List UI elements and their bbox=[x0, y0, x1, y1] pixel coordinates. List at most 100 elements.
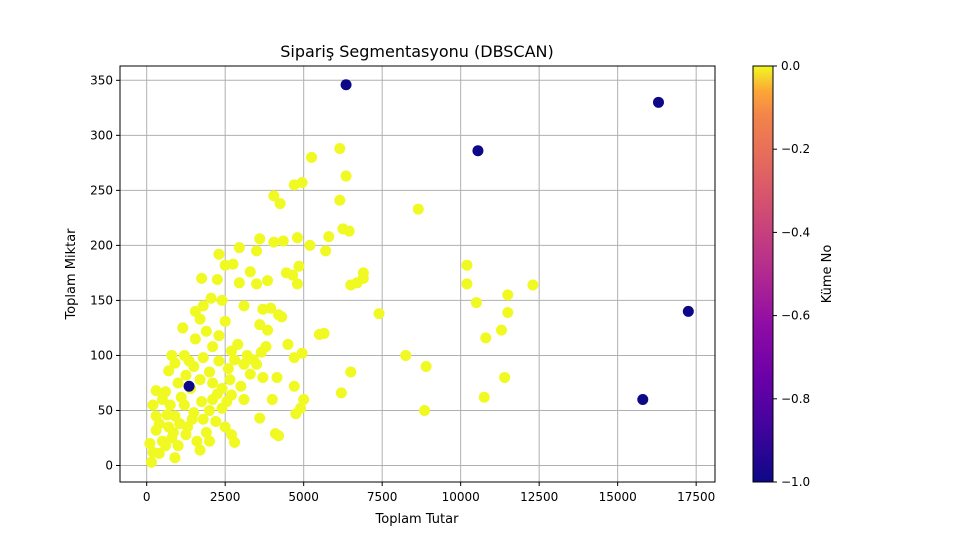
cluster-0-point bbox=[262, 275, 274, 287]
cluster-0-point bbox=[274, 198, 286, 210]
cluster-0-point bbox=[197, 352, 209, 364]
cluster-0-point bbox=[502, 289, 514, 301]
cluster-0-point bbox=[320, 245, 332, 257]
cluster-0-point bbox=[211, 388, 223, 400]
cluster-0-point bbox=[221, 396, 233, 408]
cluster-0-point bbox=[147, 399, 159, 411]
cluster-0-point bbox=[194, 313, 206, 325]
cluster-0-point bbox=[318, 327, 330, 339]
cluster-0-point bbox=[334, 143, 346, 155]
cluster-0-point bbox=[268, 236, 280, 248]
cluster-0-point bbox=[254, 412, 266, 424]
cluster-0-point bbox=[156, 393, 168, 405]
cluster-0-point bbox=[268, 190, 280, 202]
cluster-0-point bbox=[412, 203, 424, 215]
cluster-0-point bbox=[244, 266, 256, 278]
cluster-0-point bbox=[271, 371, 283, 383]
cluster-0-point bbox=[527, 279, 539, 291]
cluster-0-point bbox=[205, 292, 217, 304]
colorbar-label: Küme No bbox=[820, 245, 835, 304]
cluster-0-point bbox=[153, 418, 165, 430]
cluster-0-point bbox=[478, 391, 490, 403]
cluster-0-point bbox=[233, 277, 245, 289]
cluster-0-point bbox=[461, 278, 473, 290]
cluster-0-point bbox=[203, 435, 215, 447]
chart-title: Sipariş Segmentasyonu (DBSCAN) bbox=[280, 42, 554, 61]
cluster-0-point bbox=[295, 402, 307, 414]
cluster-0-point bbox=[229, 436, 241, 448]
cluster-0-point bbox=[334, 194, 346, 206]
cluster-0-point bbox=[191, 435, 203, 447]
cluster-0-point bbox=[461, 259, 473, 271]
data-points bbox=[144, 79, 694, 468]
cluster-0-point bbox=[189, 333, 201, 345]
cluster-0-point bbox=[251, 358, 263, 370]
cluster-0-point bbox=[340, 170, 352, 182]
cluster-0-point bbox=[323, 231, 335, 243]
cluster-0-point bbox=[262, 324, 274, 336]
y-tick-label: 0 bbox=[105, 458, 113, 472]
cluster-0-point bbox=[207, 377, 219, 389]
y-tick-label: 100 bbox=[90, 348, 113, 362]
cluster-0-point bbox=[169, 357, 181, 369]
cluster-0-point bbox=[160, 440, 172, 452]
cluster-0-point bbox=[233, 242, 245, 254]
cluster-0-point bbox=[211, 274, 223, 286]
colorbar-tick-label: −1.0 bbox=[781, 475, 810, 489]
cluster-0-point bbox=[203, 366, 215, 378]
colorbar-tick-label: −0.6 bbox=[781, 309, 810, 323]
cluster-0-point bbox=[238, 358, 250, 370]
cluster-0-point bbox=[150, 385, 162, 397]
cluster-0-point bbox=[288, 179, 300, 191]
cluster-0-point bbox=[293, 260, 305, 272]
cluster-0-point bbox=[298, 393, 310, 405]
cluster-0-point bbox=[144, 437, 156, 449]
cluster-0-point bbox=[499, 371, 511, 383]
cluster-0-point bbox=[291, 278, 303, 290]
cluster-0-point bbox=[180, 369, 192, 381]
cluster-0-point bbox=[238, 393, 250, 405]
x-tick-label: 5000 bbox=[288, 490, 319, 504]
cluster-0-point bbox=[260, 341, 272, 353]
cluster-0-point bbox=[194, 374, 206, 386]
cluster-0-point bbox=[470, 297, 482, 309]
cluster-0-point bbox=[180, 429, 192, 441]
cluster-0-point bbox=[291, 232, 303, 244]
colorbar-tick-label: −0.2 bbox=[781, 142, 810, 156]
cluster-0-point bbox=[219, 421, 231, 433]
x-tick-label: 10000 bbox=[442, 490, 480, 504]
cluster-0-point bbox=[175, 391, 187, 403]
y-tick-label: 200 bbox=[90, 238, 113, 252]
cluster-0-point bbox=[254, 233, 266, 245]
cluster-0-point bbox=[343, 225, 355, 237]
cluster-0-point bbox=[251, 278, 263, 290]
x-tick-label: 2500 bbox=[210, 490, 241, 504]
cluster-0-point bbox=[419, 404, 431, 416]
x-axis-ticks: 0 2500 5000 7500 10000 12500 15000 17500 bbox=[143, 482, 715, 504]
cluster-0-point bbox=[188, 360, 200, 372]
cluster-0-point bbox=[163, 365, 175, 377]
cluster-0-point bbox=[197, 300, 209, 312]
cluster-0-point bbox=[147, 446, 159, 458]
cluster-0-point bbox=[200, 325, 212, 337]
cluster-0-point bbox=[169, 452, 181, 464]
cluster-0-point bbox=[373, 308, 385, 320]
cluster-0-point bbox=[213, 355, 225, 367]
x-tick-label: 17500 bbox=[677, 490, 715, 504]
cluster-0-point bbox=[197, 413, 209, 425]
cluster-0-point bbox=[235, 380, 247, 392]
cluster-0-point bbox=[254, 319, 266, 331]
cluster-0-point bbox=[213, 330, 225, 342]
cluster-0-point bbox=[213, 248, 225, 260]
cluster-0-point bbox=[167, 426, 179, 438]
noise-point bbox=[183, 380, 195, 392]
y-tick-label: 50 bbox=[98, 403, 113, 417]
cluster-0-point bbox=[227, 258, 239, 270]
cluster-0-point bbox=[224, 374, 236, 386]
cluster-0-point bbox=[196, 272, 208, 284]
x-tick-label: 7500 bbox=[367, 490, 398, 504]
cluster-0-point bbox=[207, 341, 219, 353]
colorbar-ticks: 0.0 −0.2 −0.4 −0.6 −0.8 −1.0 bbox=[773, 59, 810, 489]
cluster-0-point bbox=[257, 371, 269, 383]
